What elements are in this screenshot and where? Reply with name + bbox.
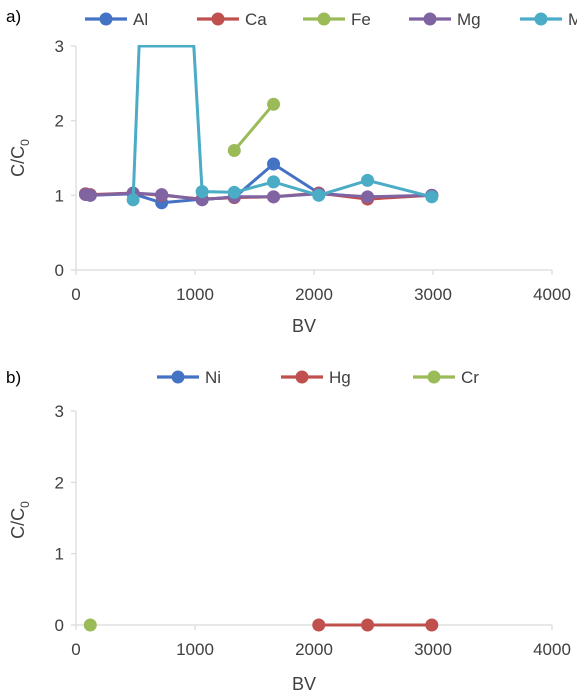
panel-label: b): [6, 368, 21, 387]
data-point-mn: [227, 185, 241, 199]
legend-label: Ni: [205, 368, 221, 387]
data-point-cr: [83, 618, 97, 632]
y-tick-label: 2: [55, 473, 64, 492]
x-tick-label: 1000: [176, 285, 214, 304]
y-axis-label: C/C0: [8, 139, 32, 177]
y-tick-label: 1: [55, 545, 64, 564]
y-axis-label: C/C0: [8, 501, 32, 539]
data-point-fe: [227, 144, 241, 158]
series-cr: [83, 618, 97, 632]
y-tick-label: 1: [55, 186, 64, 205]
y-tick-label: 0: [55, 261, 64, 280]
legend-marker: [534, 12, 548, 26]
series-line-fe: [233, 103, 275, 152]
data-point-mn: [267, 175, 281, 189]
legend-label: Mn: [568, 10, 577, 29]
panel-a: a) 0 1 2 3 0 1000 2000 3000 4000 BV C/C0 Al Ca Fe Mg Mn: [6, 7, 577, 336]
legend-marker: [211, 12, 225, 26]
legend-marker: [99, 12, 113, 26]
series-line-mn: [131, 45, 433, 200]
data-point-al: [267, 157, 281, 171]
legend-label: Al: [133, 10, 148, 29]
data-point-mn: [195, 185, 209, 199]
x-tick-label: 4000: [533, 285, 571, 304]
panel-label: a): [6, 7, 21, 26]
legend-item-hg: Hg: [281, 368, 351, 387]
series-mn: [126, 45, 439, 207]
x-tick-label: 0: [71, 285, 80, 304]
legend-marker: [427, 370, 441, 384]
data-point-hg: [425, 618, 439, 632]
x-tick-label: 3000: [414, 640, 452, 659]
data-point-fe: [267, 97, 281, 111]
series-fe: [227, 97, 281, 158]
legend-item-ca: Ca: [197, 10, 267, 29]
legend-marker: [171, 370, 185, 384]
data-point-mg: [83, 188, 97, 202]
data-point-mn: [312, 188, 326, 202]
x-axis-label: BV: [292, 316, 316, 336]
y-tick-label: 2: [55, 112, 64, 131]
legend-label: Mg: [457, 10, 481, 29]
x-tick-label: 0: [71, 640, 80, 659]
legend-label: Fe: [351, 10, 371, 29]
x-tick-label: 2000: [295, 640, 333, 659]
x-tick-label: 3000: [414, 285, 452, 304]
legend-label: Hg: [329, 368, 351, 387]
data-point-mn: [361, 173, 375, 187]
legend-item-mn: Mn: [520, 10, 577, 29]
legend-label: Ca: [245, 10, 267, 29]
y-tick-label: 3: [55, 402, 64, 421]
x-axis-label: BV: [292, 674, 316, 693]
y-tick-label: 0: [55, 616, 64, 635]
series-line-mg: [85, 191, 432, 202]
data-point-mn: [126, 193, 140, 207]
panel-b: b) 0 1 2 3 0 1000 2000 3000 4000 BV C/C0 Ni Hg Cr: [6, 368, 571, 693]
legend-label: Cr: [461, 368, 479, 387]
legend-item-al: Al: [85, 10, 148, 29]
data-point-hg: [361, 618, 375, 632]
x-tick-label: 1000: [176, 640, 214, 659]
legend-item-mg: Mg: [409, 10, 481, 29]
y-tick-label: 3: [55, 37, 64, 56]
series-hg: [312, 618, 439, 632]
legend-item-ni: Ni: [157, 368, 221, 387]
legend-item-cr: Cr: [413, 368, 479, 387]
data-point-mg: [155, 188, 169, 202]
x-tick-label: 2000: [295, 285, 333, 304]
data-point-mg: [267, 190, 281, 204]
legend-marker: [423, 12, 437, 26]
legend-marker: [317, 12, 331, 26]
x-tick-label: 4000: [533, 640, 571, 659]
data-point-mg: [361, 190, 375, 204]
legend-marker: [295, 370, 309, 384]
data-point-hg: [312, 618, 326, 632]
data-point-mn: [425, 190, 439, 204]
legend-item-fe: Fe: [303, 10, 371, 29]
